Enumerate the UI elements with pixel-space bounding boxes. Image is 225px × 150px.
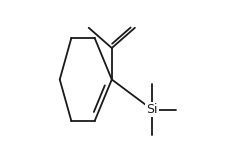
Text: Si: Si — [146, 103, 157, 116]
